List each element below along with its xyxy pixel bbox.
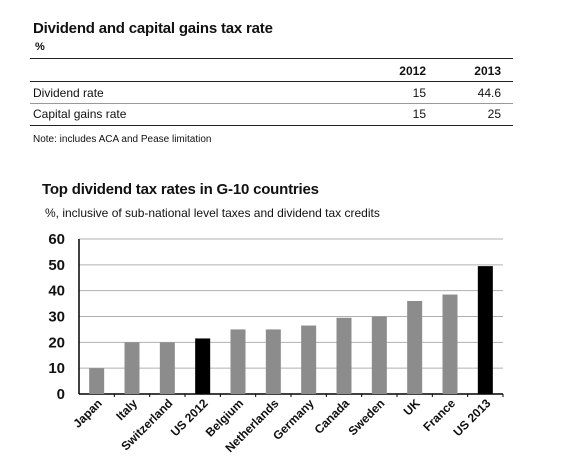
bar-italy: [124, 342, 140, 394]
bar-uk: [407, 301, 423, 394]
y-tick-label: 60: [48, 231, 65, 248]
x-tick-label: Japan: [70, 396, 104, 430]
x-tick-label: Italy: [113, 396, 140, 423]
table-row-label: Dividend rate: [33, 86, 104, 100]
chart-subtitle: %, inclusive of sub-national level taxes…: [45, 206, 380, 220]
table-cell: 15: [412, 86, 426, 100]
bar-sweden: [371, 316, 387, 394]
y-tick-label: 40: [48, 283, 65, 300]
table-cell: 15: [412, 107, 426, 121]
table-col-2012: 2012: [399, 64, 426, 78]
y-tick-label: 30: [48, 309, 65, 326]
table-row-label: Capital gains rate: [33, 107, 127, 121]
bar-netherlands: [265, 329, 281, 394]
table-cell: 44.6: [477, 86, 501, 100]
bar-japan: [89, 368, 105, 394]
bar-canada: [336, 317, 352, 394]
bar-belgium: [230, 329, 246, 394]
table-title: Dividend and capital gains tax rate: [33, 20, 273, 37]
table-unit: %: [35, 41, 45, 53]
x-tick-label: US 2013: [451, 396, 494, 439]
chart-title: Top dividend tax rates in G-10 countries: [42, 181, 319, 198]
table-col-2013: 2013: [474, 64, 501, 78]
table-bottom-rule: [30, 125, 513, 126]
bar-us-2012: [195, 338, 211, 394]
y-tick-label: 0: [57, 386, 65, 403]
y-tick-label: 50: [48, 257, 65, 274]
y-tick-label: 20: [48, 334, 65, 351]
bar-france: [442, 294, 458, 394]
bar-germany: [301, 325, 317, 394]
x-tick-label: Sweden: [345, 396, 387, 438]
table-top-rule: [30, 58, 513, 59]
bar-us-2013: [477, 266, 493, 394]
table-cell: 25: [487, 107, 501, 121]
x-tick-label: UK: [401, 396, 423, 418]
table-header-rule: [30, 81, 513, 82]
table-row-divider: [30, 103, 513, 104]
x-tick-label: Canada: [312, 396, 353, 437]
bar-switzerland: [159, 342, 175, 394]
table-note: Note: includes ACA and Pease limitation: [33, 134, 212, 145]
y-tick-label: 10: [48, 360, 65, 377]
